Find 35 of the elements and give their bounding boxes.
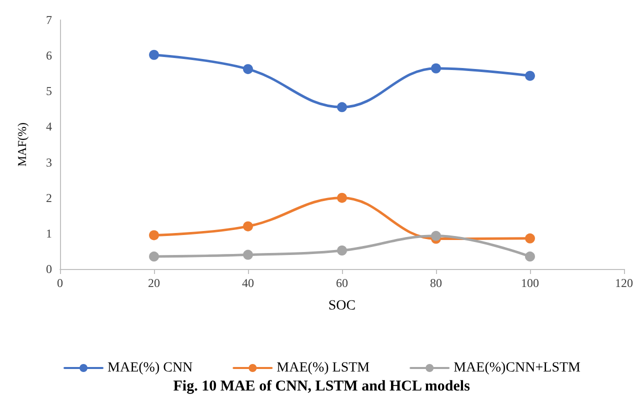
caption: Fig. 10 MAE of CNN, LSTM and HCL models <box>173 378 470 394</box>
point <box>431 63 441 74</box>
y-tick-label: 6 <box>46 48 52 63</box>
point <box>431 230 441 241</box>
y-tick-label: 1 <box>46 226 52 240</box>
point <box>243 221 253 232</box>
x-tick-label: 40 <box>242 276 254 290</box>
point <box>149 252 159 262</box>
point <box>525 252 535 262</box>
point <box>243 64 253 74</box>
point <box>525 70 535 81</box>
x-tick-label: 100 <box>521 276 539 290</box>
point <box>243 250 253 260</box>
point <box>525 233 535 244</box>
point <box>337 192 347 203</box>
y-tick-label: 5 <box>46 84 52 98</box>
x-tick-label: 0 <box>57 276 63 290</box>
point <box>337 102 347 112</box>
x-tick-label: 20 <box>148 276 160 290</box>
y-tick-label: 4 <box>46 120 52 134</box>
y-tick-label: 0 <box>46 262 52 276</box>
point <box>149 230 159 240</box>
point <box>149 50 159 60</box>
x-tick-label: 60 <box>336 276 348 290</box>
x-axis-title: SOC <box>328 298 356 314</box>
y-axis-title: MAF(%) <box>15 122 29 166</box>
y-tick-label: 3 <box>46 155 52 170</box>
x-tick-label: 120 <box>615 276 633 290</box>
point <box>337 246 347 256</box>
legend-label: MAE(%)CNN+LSTM <box>454 360 582 376</box>
legend-label: MAE(%) CNN <box>108 360 193 376</box>
y-tick-label: 2 <box>46 190 52 205</box>
legend-label: MAE(%) LSTM <box>276 360 370 376</box>
x-tick-label: 80 <box>430 276 442 290</box>
y-tick-label: 7 <box>46 13 52 27</box>
